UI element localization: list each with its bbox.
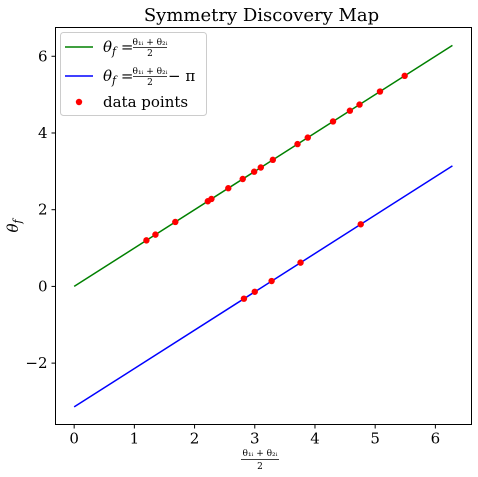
data-point: [250, 168, 258, 175]
data-point: [172, 218, 179, 226]
x-axis-label-numerator: θ₁ᵢ + θ₂ᵢ: [243, 449, 278, 459]
x-axis: 0 1 2 3 4 5 6: [69, 424, 441, 448]
data-point: [269, 156, 277, 164]
data-point: [329, 118, 337, 125]
x-axis-label-denominator: 2: [257, 462, 263, 472]
y-tick-label: 4: [38, 124, 48, 142]
x-tick-label: 0: [69, 430, 79, 448]
data-point: [225, 185, 232, 192]
x-tick-label: 1: [130, 430, 140, 448]
data-point: [208, 195, 215, 203]
data-point: [376, 88, 384, 95]
data-point: [239, 175, 246, 183]
y-tick-label: 2: [38, 201, 48, 219]
plot-area: [73, 44, 453, 408]
y-tick-label: 0: [38, 277, 48, 295]
y-tick-label: 6: [38, 47, 48, 65]
x-tick-label: 2: [190, 430, 200, 448]
legend-marker-2: [75, 98, 83, 106]
legend-numerator-0: θ₁ᵢ + θ₂ᵢ: [133, 38, 168, 48]
legend-suffix-1: − π: [168, 67, 195, 85]
y-tick-label: −2: [25, 354, 47, 372]
y-axis: −2 0 2 4 6: [25, 47, 56, 372]
legend-denominator-0: 2: [147, 49, 153, 59]
legend-denominator-1: 2: [147, 78, 153, 88]
data-point: [356, 101, 363, 108]
data-point: [346, 107, 354, 114]
legend-label-0: θf =: [103, 38, 133, 58]
data-point: [152, 231, 159, 238]
legend-box: [60, 32, 207, 116]
legend-label-1: θf =: [103, 67, 133, 87]
data-point: [297, 259, 304, 266]
data-point: [401, 72, 408, 80]
data-point: [251, 288, 258, 295]
data-point: [304, 134, 311, 141]
legend-label-2: data points: [103, 93, 188, 111]
series-line-1: [73, 165, 453, 408]
legend-numerator-1: θ₁ᵢ + θ₂ᵢ: [133, 67, 168, 77]
plot-frame: [55, 27, 472, 425]
data-point: [257, 164, 264, 171]
data-point: [294, 140, 301, 148]
x-axis-label: θ₁ᵢ + θ₂ᵢ 2: [241, 449, 279, 472]
data-point: [143, 237, 150, 244]
x-tick-label: 6: [431, 430, 441, 448]
data-point: [268, 277, 275, 285]
x-tick-label: 5: [370, 430, 380, 448]
x-tick-label: 3: [250, 430, 260, 448]
data-point: [357, 221, 364, 228]
x-tick-label: 4: [310, 430, 320, 448]
data-point: [240, 295, 248, 302]
chart-title: Symmetry Discovery Map: [144, 5, 379, 26]
